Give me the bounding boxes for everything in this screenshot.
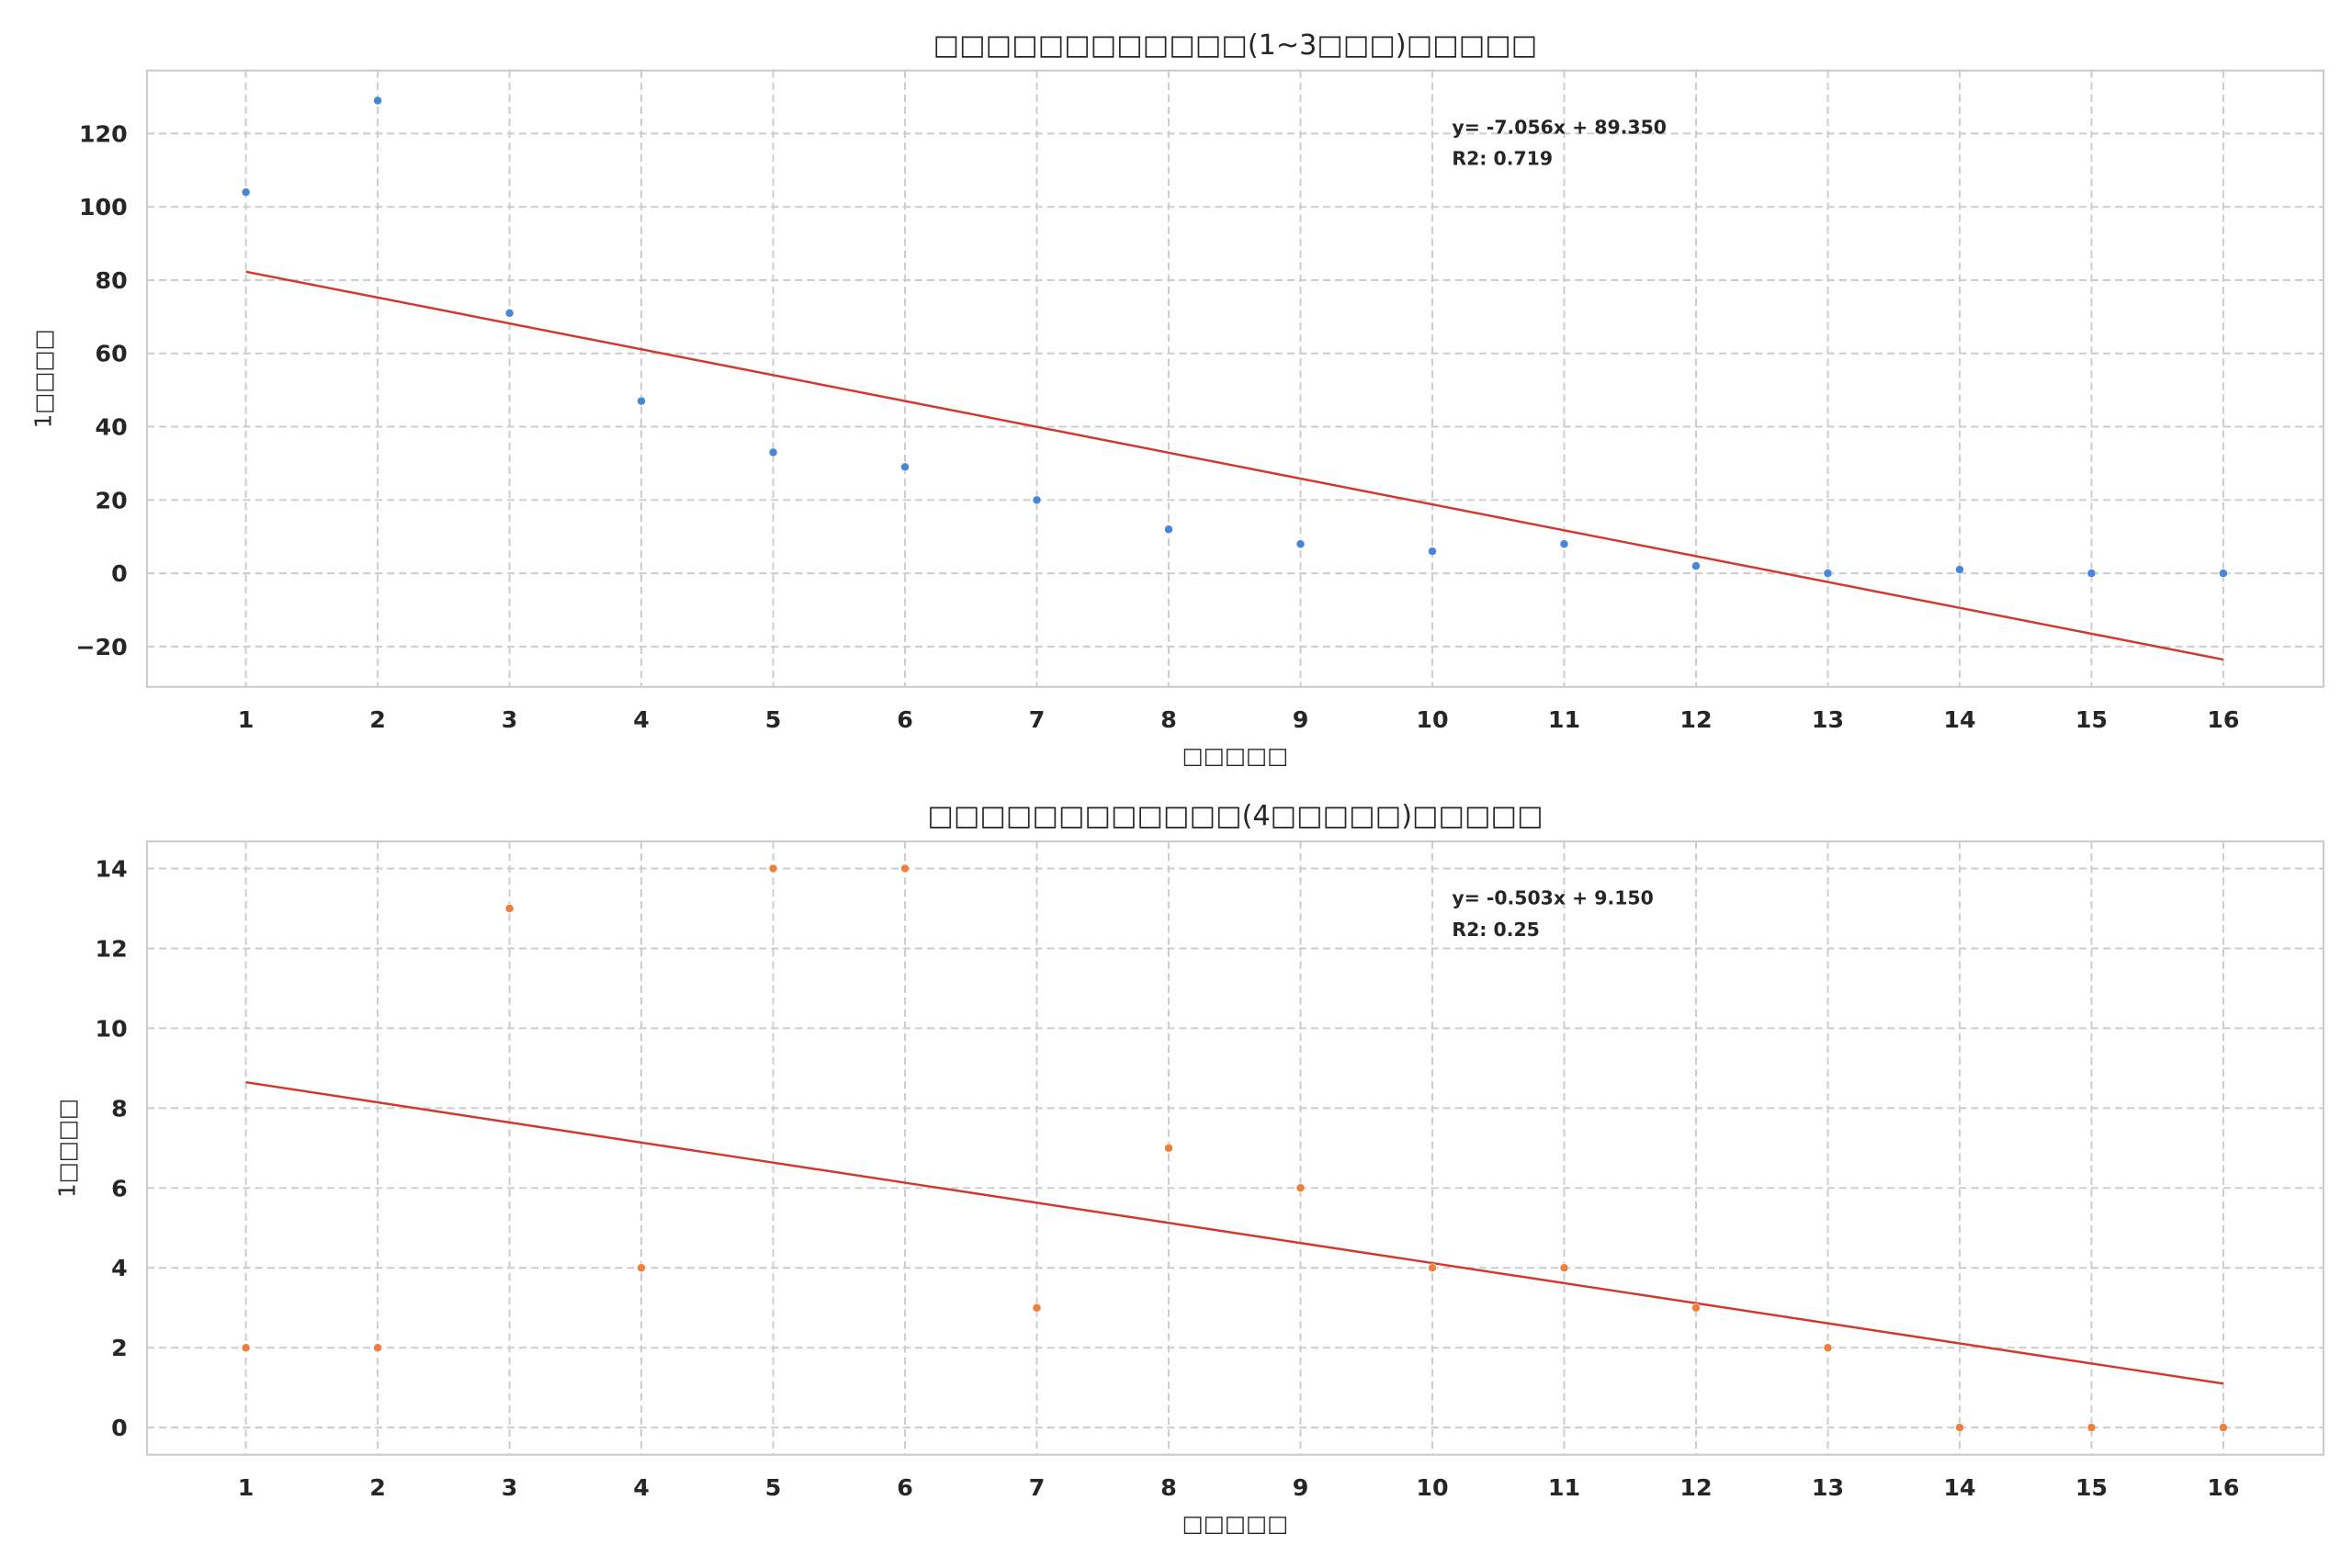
x-tick-label: 7 [1029, 1474, 1046, 1501]
data-point [2219, 1423, 2228, 1433]
x-tick-label: 16 [2207, 1474, 2239, 1501]
x-tick-label: 14 [1943, 706, 1975, 733]
x-tick-label: 13 [1812, 706, 1844, 733]
data-point [1032, 495, 1042, 505]
x-tick-label: 2 [369, 706, 386, 733]
x-axis-label: □□□□□ [1182, 742, 1289, 769]
x-tick-label: 15 [2075, 1474, 2108, 1501]
x-tick-label: 14 [1943, 1474, 1975, 1501]
data-point [2086, 1423, 2097, 1433]
data-point [1691, 1303, 1701, 1313]
x-tick-label: 1 [238, 1474, 254, 1501]
x-tick-label: 12 [1679, 1474, 1712, 1501]
x-tick-label: 15 [2075, 706, 2108, 733]
x-tick-label: 11 [1548, 706, 1580, 733]
x-tick-label: 11 [1548, 1474, 1580, 1501]
y-tick-label: 20 [96, 487, 128, 513]
y-tick-label: 100 [79, 194, 128, 220]
subplot-1: 1 2 3 4 5 6 7 8 9 10 11 12 13 14 15 16−2002040608010012… [30, 29, 2325, 769]
x-tick-label: 8 [1160, 706, 1177, 733]
data-point [768, 447, 778, 457]
x-tick-label: 6 [897, 706, 913, 733]
data-point [1032, 1303, 1042, 1313]
x-tick-label: 9 [1293, 706, 1309, 733]
data-point [1823, 569, 1833, 579]
data-point [1559, 1263, 1569, 1273]
data-point [768, 863, 778, 874]
x-tick-label: 4 [633, 1474, 650, 1501]
x-tick-label: 13 [1812, 1474, 1844, 1501]
data-point [2086, 569, 2097, 579]
y-axis-label: 1□□□□ [54, 1099, 81, 1198]
x-tick-label: 10 [1416, 1474, 1448, 1501]
x-tick-label: 6 [897, 1474, 913, 1501]
data-point [637, 1263, 646, 1273]
data-point [1559, 539, 1569, 549]
x-tick-label: 3 [502, 1474, 518, 1501]
data-point [1164, 1143, 1173, 1153]
data-point [241, 187, 251, 197]
y-tick-label: 14 [96, 855, 128, 882]
y-axis-label: 1□□□□ [30, 329, 57, 428]
fit-annotation: y= -0.503x + 9.150 [1452, 887, 1653, 909]
data-point [637, 396, 646, 406]
x-tick-label: 4 [633, 706, 650, 733]
subplot-2: 1 2 3 4 5 6 7 8 9 10 11 12 13 14 15 1602468101214□□□□□□… [54, 800, 2325, 1537]
x-tick-label: 10 [1416, 706, 1448, 733]
x-tick-label: 5 [765, 1474, 782, 1501]
y-tick-label: 12 [96, 935, 128, 962]
data-point [241, 1343, 251, 1353]
y-tick-label: 6 [111, 1175, 128, 1201]
fit-annotation: y= -7.056x + 89.350 [1452, 116, 1667, 138]
fit-annotation: R2: 0.25 [1452, 919, 1539, 941]
x-axis-label: □□□□□ [1182, 1510, 1289, 1537]
data-point [1428, 547, 1437, 557]
x-tick-label: 7 [1029, 706, 1046, 733]
y-tick-label: −20 [75, 634, 127, 660]
y-tick-label: 8 [111, 1095, 128, 1122]
y-tick-label: 40 [96, 414, 128, 441]
data-point [1955, 565, 1964, 575]
x-tick-label: 9 [1293, 1474, 1309, 1501]
chart-title: □□□□□□□□□□□□(4□□□□□)□□□□□ [927, 800, 1543, 832]
y-tick-label: 2 [111, 1335, 128, 1361]
data-point [504, 904, 514, 913]
data-point [900, 863, 910, 874]
data-point [1691, 561, 1701, 571]
fit-annotation: R2: 0.719 [1452, 148, 1553, 170]
y-tick-label: 0 [111, 560, 128, 587]
x-tick-label: 12 [1679, 706, 1712, 733]
y-tick-label: 4 [111, 1255, 128, 1281]
y-tick-label: 80 [96, 267, 128, 294]
axes-frame [145, 840, 2325, 1456]
y-tick-label: 10 [96, 1015, 128, 1042]
data-point [1955, 1423, 1964, 1433]
x-tick-label: 8 [1160, 1474, 1177, 1501]
data-point [1295, 539, 1306, 549]
chart-title: □□□□□□□□□□□□(1~3□□□)□□□□□ [933, 29, 1538, 62]
data-point [504, 308, 514, 318]
data-point [373, 1343, 383, 1353]
data-point [1428, 1263, 1437, 1273]
x-tick-label: 2 [369, 1474, 386, 1501]
x-tick-label: 5 [765, 706, 782, 733]
x-tick-label: 16 [2207, 706, 2239, 733]
data-point [1295, 1183, 1306, 1193]
y-tick-label: 60 [96, 341, 128, 367]
data-point [2219, 569, 2228, 579]
data-point [373, 96, 383, 106]
axes-frame [145, 69, 2325, 688]
data-point [1164, 525, 1173, 535]
x-tick-label: 3 [502, 706, 518, 733]
data-point [900, 462, 910, 472]
regression-line [245, 1081, 2224, 1385]
data-point [1823, 1343, 1833, 1353]
x-tick-label: 1 [238, 706, 254, 733]
y-tick-label: 0 [111, 1415, 128, 1441]
regression-line [245, 270, 2224, 661]
y-tick-label: 120 [79, 120, 128, 147]
